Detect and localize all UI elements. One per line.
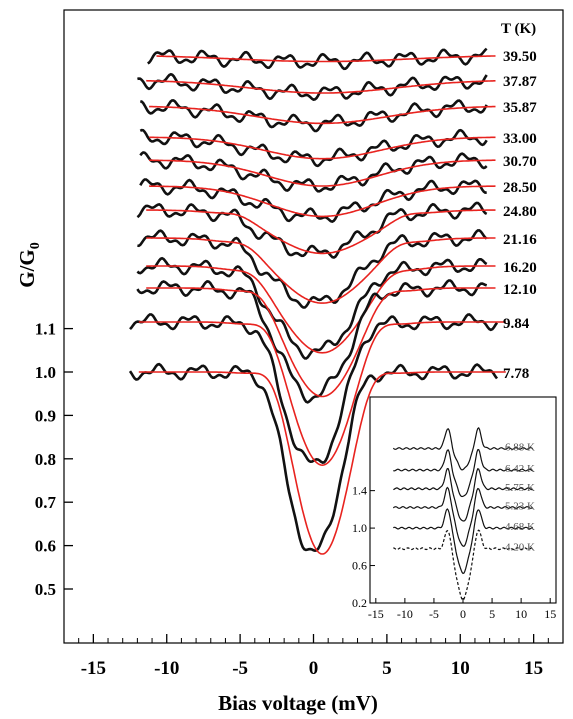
- inset-x-tick-label: 10: [515, 607, 527, 621]
- inset-temperature-label: 4.20 K: [505, 542, 535, 554]
- y-tick-label: 0.8: [35, 450, 56, 469]
- fit-curve-33.00: [149, 136, 496, 160]
- data-curve-24.80: [136, 201, 488, 259]
- inset-curve-5.75 K: [393, 467, 533, 522]
- main-curves: [128, 47, 506, 555]
- inset-y-tick-label: 0.2: [352, 596, 367, 610]
- inset-temperature-label: 6.88 K: [505, 442, 535, 454]
- fit-curve-28.50: [149, 185, 496, 218]
- main-ticks: -15 -10 -5 0 5 10 15 0.5 0.6 0.7 0.8 0.9 1.0 1.1 G/G0: [15, 242, 549, 679]
- inset-border: [369, 396, 557, 604]
- inset-x-tick-label: -10: [397, 607, 413, 621]
- x-tick-label: 5: [382, 658, 392, 679]
- fit-curve-24.80: [146, 209, 496, 255]
- temperature-label: 28.50: [503, 180, 537, 196]
- inset-curve-6.88 K: [392, 427, 534, 471]
- fit-curve-39.50: [156, 55, 496, 63]
- inset-temperature-label: 5.23 K: [505, 500, 535, 512]
- inset-curve-5.23 K: [392, 486, 534, 547]
- fit-curve-7.78: [138, 371, 506, 555]
- inset-x-tick-label: -5: [429, 607, 439, 621]
- inset-x-tick-label: 0: [460, 607, 466, 621]
- data-curve-37.87: [137, 72, 488, 101]
- x-tick-label: 10: [451, 658, 470, 679]
- fit-curve-37.87: [146, 79, 496, 94]
- data-curve-12.10: [136, 279, 488, 404]
- x-tick-label: 0: [309, 658, 319, 679]
- fit-curve-30.70: [149, 159, 496, 187]
- inset-x-tick-label: 5: [489, 607, 495, 621]
- temperature-label: 37.87: [503, 74, 537, 90]
- y-tick-label: 0.6: [35, 537, 56, 556]
- temperature-label: 33.00: [503, 131, 537, 147]
- temperature-label: 12.10: [503, 282, 537, 298]
- data-curve-9.84: [129, 313, 499, 464]
- inset-plot: -15 -10 -5 0 5 10 15 0.2 0.6 1.0 1.4 6.88 K 6.42 K 5.…: [352, 396, 557, 621]
- temperature-label: 30.70: [503, 154, 537, 170]
- inset-temperature-label: 6.42 K: [505, 463, 535, 475]
- inset-temperature-label: 4.68 K: [505, 521, 535, 533]
- temperature-label: 7.78: [503, 366, 529, 382]
- data-curve-33.00: [139, 128, 488, 168]
- data-curve-28.50: [139, 178, 487, 223]
- x-tick-label: 15: [524, 658, 543, 679]
- y-tick-label: 1.1: [35, 320, 56, 339]
- temperature-label: 9.84: [503, 316, 530, 332]
- fit-curve-9.84: [138, 321, 506, 467]
- y-tick-label: 0.5: [35, 580, 56, 599]
- inset-temperature-label: 5.75 K: [505, 482, 535, 494]
- x-tick-label: -5: [232, 658, 248, 679]
- x-axis-title: Bias voltage (mV): [218, 691, 378, 715]
- temperature-label: 35.87: [503, 100, 537, 116]
- fit-curve-12.10: [146, 287, 496, 398]
- inset-y-tick-label: 0.6: [352, 559, 367, 573]
- temperature-label: 16.20: [503, 260, 537, 276]
- y-axis-title: G/G0: [15, 242, 43, 288]
- inset-curve-6.42 K: [393, 448, 534, 498]
- data-curve-35.87: [139, 99, 488, 133]
- inset-y-tick-label: 1.4: [352, 484, 367, 498]
- data-curve-7.78: [128, 362, 499, 553]
- main-labels: T (K) Bias voltage (mV) 39.50 37.87 35.87 3…: [218, 21, 537, 715]
- inset-x-tick-label: -15: [368, 607, 384, 621]
- y-tick-label: 1.0: [35, 363, 56, 382]
- temperature-label: 39.50: [503, 49, 537, 65]
- fit-curve-35.87: [149, 105, 496, 125]
- temperature-label: 21.16: [503, 232, 537, 248]
- y-tick-label: 0.9: [35, 406, 56, 425]
- fit-curve-16.20: [146, 265, 496, 354]
- x-tick-label: -10: [154, 658, 179, 679]
- fit-curve-21.16: [146, 237, 496, 304]
- y-tick-label: 0.7: [35, 493, 57, 512]
- inset-y-tick-label: 1.0: [352, 521, 367, 535]
- x-tick-label: -15: [81, 658, 106, 679]
- inset-curve-4.68 K: [393, 508, 534, 575]
- data-curve-39.50: [147, 47, 488, 71]
- temperature-label: 24.80: [503, 204, 537, 220]
- data-curve-16.20: [136, 256, 488, 360]
- inset-x-tick-label: 15: [544, 607, 556, 621]
- inset-curve-4.20 K: [393, 529, 533, 601]
- temperature-header: T (K): [501, 21, 536, 37]
